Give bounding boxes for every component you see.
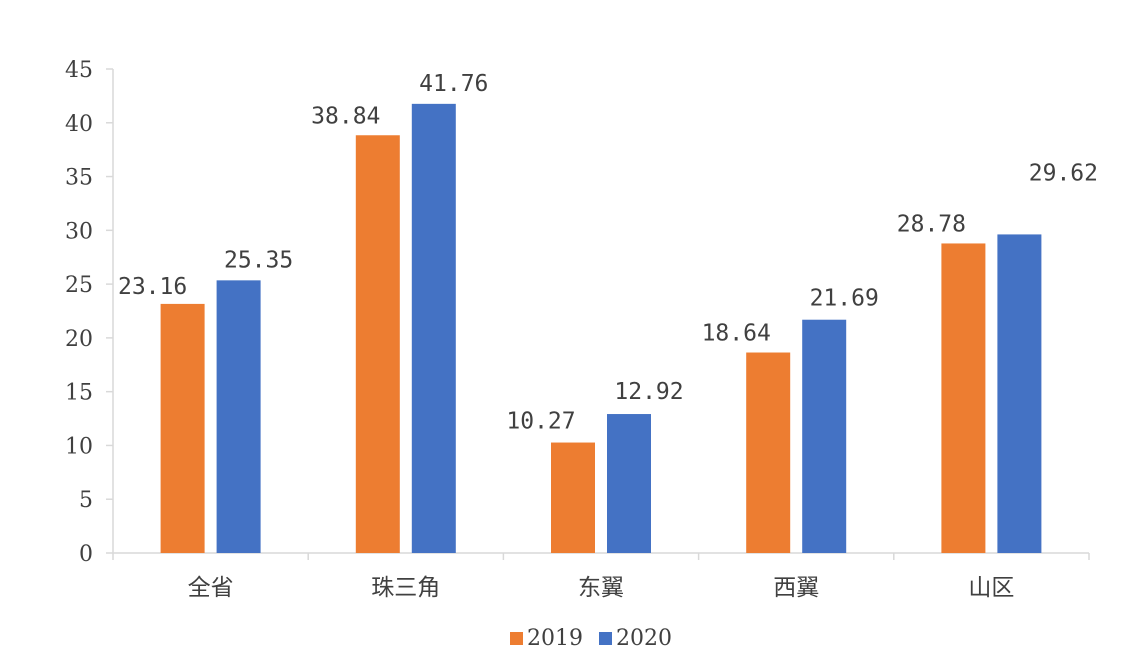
y-tick-label: 40 xyxy=(65,112,93,137)
data-label-2020-3: 21.69 xyxy=(810,286,879,312)
bar-2020-2 xyxy=(607,414,651,553)
data-label-2019-3: 18.64 xyxy=(702,321,771,347)
data-label-2019-0: 23.16 xyxy=(118,274,187,300)
bar-2020-1 xyxy=(411,103,456,554)
y-tick-label: 5 xyxy=(79,488,93,513)
data-label-2020-2: 12.92 xyxy=(614,379,683,405)
bar-2020-4 xyxy=(997,234,1042,553)
bar-2019-0 xyxy=(160,303,205,553)
x-category-label: 全省 xyxy=(188,575,234,601)
x-axis: 全省 珠三角 东翼 西翼 山区 xyxy=(112,552,1090,601)
y-tick-label: 35 xyxy=(65,166,93,191)
x-category-label: 珠三角 xyxy=(371,575,440,601)
data-label-2020-0: 25.35 xyxy=(224,247,293,273)
legend: 2019 2020 xyxy=(510,626,672,651)
y-tick-label: 15 xyxy=(65,381,93,406)
data-label-2019-1: 38.84 xyxy=(311,103,380,129)
legend-swatch-2020 xyxy=(599,632,612,645)
bar-2019-1 xyxy=(355,135,400,554)
bar-2019-2 xyxy=(551,442,595,553)
bars-group xyxy=(160,103,1042,554)
bar-2019-3 xyxy=(746,352,791,553)
x-category-label: 西翼 xyxy=(773,575,819,601)
y-tick-label: 0 xyxy=(79,542,93,567)
x-category-label: 山区 xyxy=(968,575,1014,601)
legend-swatch-2019 xyxy=(510,632,523,645)
y-tick-label: 10 xyxy=(65,434,93,459)
legend-label-2020: 2020 xyxy=(616,626,672,651)
y-tick-label: 20 xyxy=(65,327,93,352)
y-tick-label: 25 xyxy=(65,273,93,298)
bar-2020-3 xyxy=(802,319,847,553)
data-label-2019-2: 10.27 xyxy=(506,409,575,435)
data-labels-group: 23.16 25.35 38.84 41.76 10.27 12.92 18.64 21.69… xyxy=(118,71,1098,435)
x-category-label: 东翼 xyxy=(578,575,624,601)
bar-2020-0 xyxy=(216,280,261,553)
data-label-2020-4: 29.62 xyxy=(1029,160,1098,186)
y-axis: 0 5 10 15 20 25 30 35 40 45 xyxy=(65,58,114,567)
legend-label-2019: 2019 xyxy=(527,626,583,651)
y-tick-label: 30 xyxy=(65,219,93,244)
data-label-2020-1: 41.76 xyxy=(419,71,488,97)
y-tick-label: 45 xyxy=(65,58,93,83)
data-label-2019-4: 28.78 xyxy=(897,211,966,237)
bar-2019-4 xyxy=(941,243,986,553)
